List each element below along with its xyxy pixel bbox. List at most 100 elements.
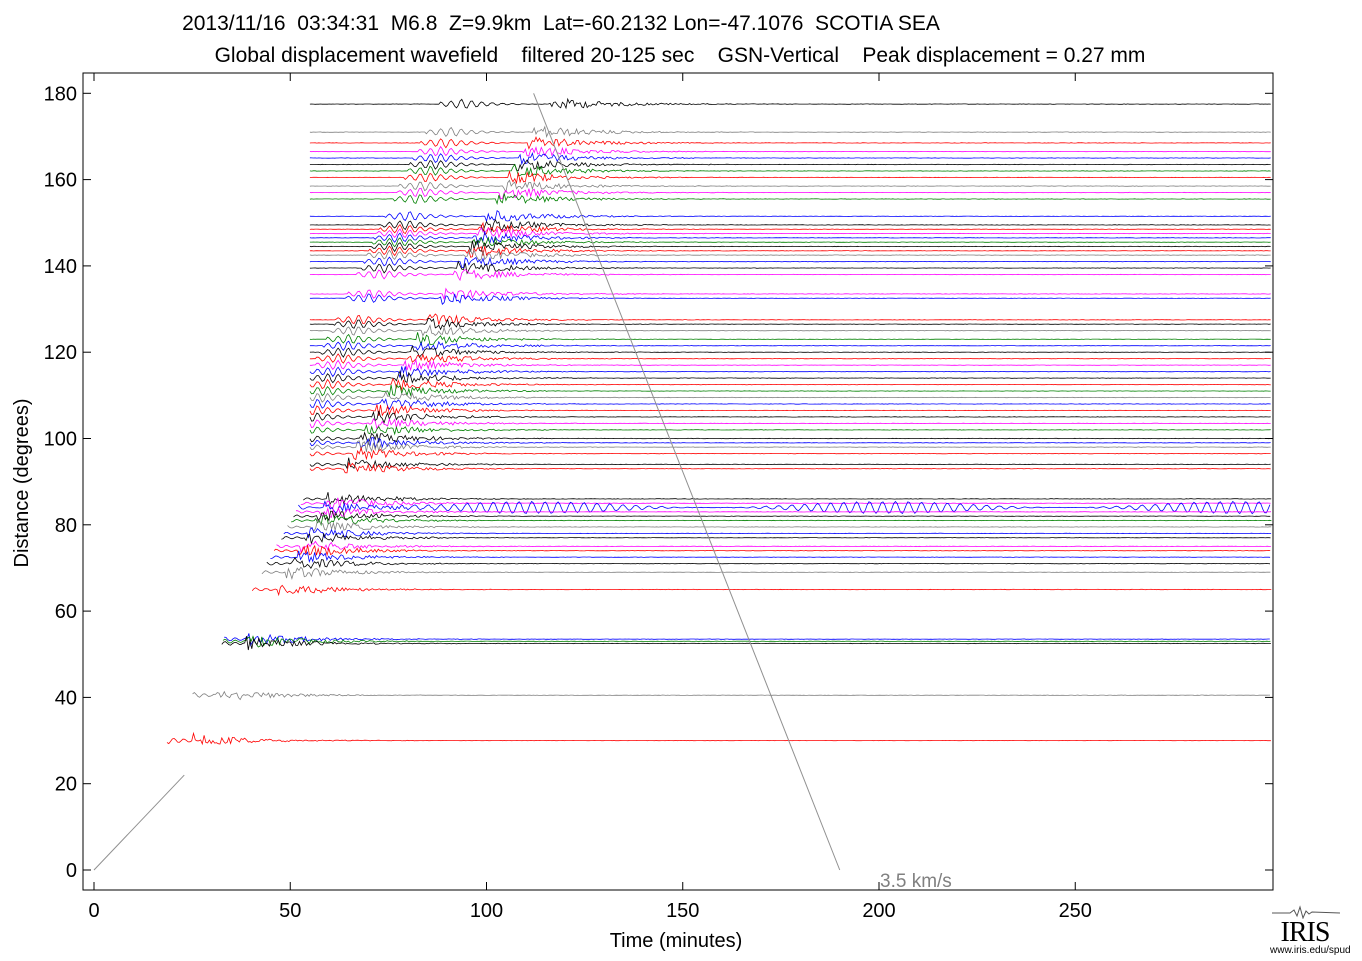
x-tick-label: 0	[88, 900, 99, 922]
trace-143.5	[309, 245, 1271, 258]
trace-98	[309, 440, 1271, 453]
trace-125	[309, 324, 1271, 337]
trace-155.5	[309, 193, 1271, 206]
trace-145.5	[309, 236, 1271, 248]
trace-71	[266, 557, 1271, 569]
trace-103.5	[309, 417, 1271, 431]
trace-168.5	[309, 136, 1271, 150]
y-axis: 0 20 40 60 80 100 120 140 160 180	[44, 83, 1273, 882]
trace-74	[273, 544, 1271, 557]
trace-149.5	[309, 218, 1271, 233]
x-axis: 0 50 100 150 200 250	[88, 73, 1092, 922]
velocity-diagonal-line	[533, 93, 841, 871]
y-tick-label: 40	[55, 687, 77, 709]
trace-100	[309, 431, 1271, 446]
chart-subtitle: Global displacement wavefield filtered 2…	[214, 44, 1146, 67]
trace-139.5	[309, 260, 1271, 275]
trace-78	[283, 526, 1272, 539]
trace-69	[261, 566, 1271, 580]
trace-72.5	[270, 550, 1271, 563]
plot-frame	[82, 72, 1274, 891]
logo-text: IRIS	[1280, 917, 1331, 948]
trace-141	[309, 256, 1271, 269]
trace-group	[166, 93, 1272, 871]
trace-147.5	[309, 227, 1271, 239]
trace-132.5	[309, 293, 1271, 305]
trace-94	[309, 457, 1271, 470]
trace-144.5	[309, 240, 1271, 253]
trace-65	[251, 584, 1272, 597]
trace-121.5	[309, 340, 1271, 352]
x-tick-label: 250	[1059, 900, 1092, 922]
y-tick-label: 160	[44, 170, 77, 192]
trace-84	[298, 500, 1271, 515]
y-tick-label: 100	[44, 429, 77, 451]
x-axis-label: Time (minutes)	[610, 930, 743, 952]
x-tick-label: 150	[666, 900, 699, 922]
trace-40.5	[192, 690, 1270, 701]
trace-133.5	[309, 287, 1271, 300]
trace-171	[309, 125, 1271, 138]
chart-title: 2013/11/16 03:34:31 M6.8 Z=9.9km Lat=-60…	[182, 12, 940, 35]
y-tick-label: 0	[66, 860, 77, 882]
trace-142.5	[309, 249, 1271, 262]
trace-177.5	[309, 97, 1271, 110]
trace-112.5	[309, 377, 1271, 392]
trace-85	[300, 497, 1271, 510]
trace-105	[309, 410, 1271, 424]
trace-93	[309, 461, 1271, 474]
trace-148.5	[309, 221, 1271, 236]
trace-108	[309, 398, 1271, 410]
trace-158.5	[309, 179, 1271, 194]
trace-162	[309, 163, 1271, 177]
trace-138	[309, 268, 1271, 282]
trace-106.5	[309, 404, 1271, 417]
y-tick-label: 60	[55, 601, 77, 623]
trace-102	[309, 423, 1271, 436]
trace-115.5	[309, 366, 1271, 378]
trace-118.5	[309, 353, 1271, 364]
trace-52.5	[221, 636, 1271, 651]
trace-126.5	[309, 317, 1271, 331]
y-tick-label: 140	[44, 256, 77, 278]
trace-53.5	[224, 633, 1270, 647]
velocity-annotation: 3.5 km/s	[880, 871, 952, 892]
trace-53	[222, 635, 1271, 648]
seismogram-logo-icon	[1272, 905, 1341, 919]
y-tick-label: 120	[44, 342, 77, 364]
trace-120	[309, 344, 1271, 359]
x-tick-label: 200	[862, 900, 895, 922]
trace-82	[293, 510, 1271, 522]
trace-86	[303, 492, 1272, 506]
x-tick-label: 100	[470, 900, 503, 922]
trace-96.5	[309, 446, 1271, 461]
trace-81	[291, 514, 1272, 527]
y-tick-label: 180	[44, 83, 77, 105]
trace-111	[309, 384, 1271, 398]
trace-157	[309, 187, 1271, 200]
trace-151.5	[309, 210, 1271, 223]
trace-160.5	[309, 169, 1271, 185]
logo-url: www.iris.edu/spud	[1270, 945, 1351, 956]
trace-99	[309, 437, 1271, 449]
y-tick-label: 20	[55, 774, 77, 796]
x-tick-label: 50	[279, 900, 301, 922]
trace-83	[295, 506, 1272, 519]
trace-166.5	[309, 145, 1271, 157]
iris-logo: IRIS www.iris.edu/spud	[1270, 905, 1358, 957]
trace-127.5	[309, 313, 1271, 325]
trace-117	[309, 358, 1271, 372]
trace-163.5	[309, 159, 1271, 172]
y-tick-label: 80	[55, 515, 77, 537]
trace-30	[166, 731, 1271, 746]
trace-109.5	[309, 390, 1271, 403]
trace-146.5	[309, 230, 1271, 246]
trace-123	[309, 332, 1271, 347]
trace-114	[309, 369, 1271, 384]
trace-75	[276, 540, 1271, 554]
trace-77	[281, 532, 1271, 546]
trace-79.5	[287, 519, 1272, 532]
y-axis-label: Distance (degrees)	[11, 399, 33, 568]
velocity-reference-line	[93, 774, 185, 871]
